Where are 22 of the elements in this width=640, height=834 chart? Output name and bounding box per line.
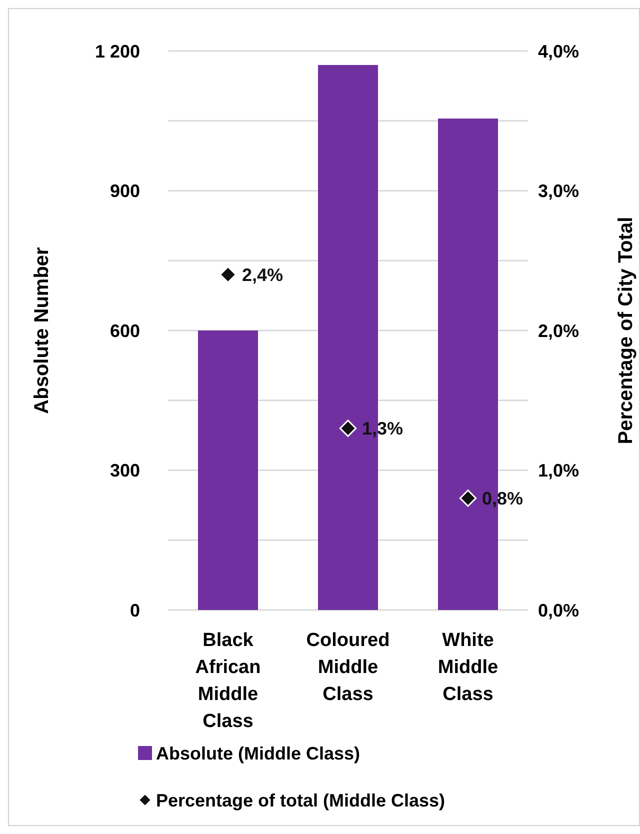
y-tick-label: 600 bbox=[110, 320, 140, 341]
y2-tick-label: 0,0% bbox=[538, 600, 580, 620]
x-tick-label: Coloured Middle Class bbox=[306, 630, 390, 705]
y2-tick-label: 1,0% bbox=[538, 460, 580, 481]
legend-label: Absolute (Middle Class) bbox=[156, 743, 360, 764]
legend-label: Percentage of total (Middle Class) bbox=[156, 790, 446, 810]
point bbox=[459, 490, 477, 507]
x-tick-label: White Middle Class bbox=[438, 630, 498, 705]
bar bbox=[198, 330, 258, 610]
x-tick-label: Black African Middle Class bbox=[195, 630, 261, 732]
y-tick-label: 0 bbox=[130, 600, 140, 620]
y-tick-label: 1 200 bbox=[94, 41, 140, 62]
y2-axis-title: Percentage of City Total bbox=[615, 216, 637, 444]
y2-tick-label: 2,0% bbox=[538, 320, 580, 341]
y2-tick-label: 3,0% bbox=[538, 181, 580, 202]
point bbox=[339, 420, 357, 437]
y-axis-title: Absolute Number bbox=[31, 246, 53, 414]
y2-tick-label: 4,0% bbox=[538, 41, 580, 62]
point bbox=[219, 266, 237, 284]
y-tick-label: 900 bbox=[110, 181, 140, 202]
data-label: 2,4% bbox=[242, 264, 284, 285]
y-tick-label: 300 bbox=[110, 460, 140, 481]
